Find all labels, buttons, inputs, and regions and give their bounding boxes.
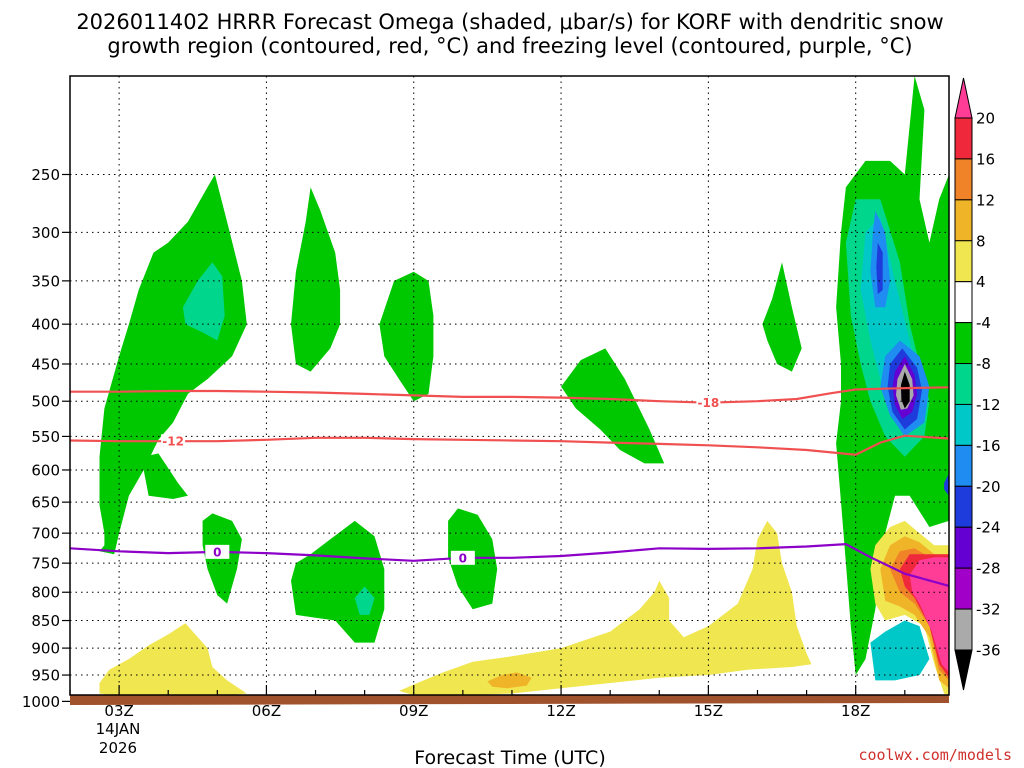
y-tick-label-700: 700 xyxy=(31,525,60,543)
colorbar-label-10: -24 xyxy=(976,519,1001,537)
colorbar-bottom-triangle xyxy=(954,649,973,691)
terrain xyxy=(70,695,949,706)
y-tick-label-850: 850 xyxy=(31,612,60,630)
colorbar: 20 16 12 8 4 -4 -8 -12 -16 -20 -24 -28 -32 -36 xyxy=(954,77,1001,691)
contour-label-0-1: 0 xyxy=(459,551,467,565)
omega-region-10 xyxy=(762,262,802,372)
omega-shading xyxy=(99,76,949,697)
contour-label-bg xyxy=(696,395,721,410)
x-axis: 03Z 06Z 09Z 12Z 15Z 18Z xyxy=(69,685,906,720)
colorbar-swatch-6 xyxy=(954,363,973,405)
y-tick-label-450: 450 xyxy=(31,355,60,373)
y-tick-label-950: 950 xyxy=(31,667,60,685)
omega-region-30 xyxy=(909,557,949,673)
contour-label-bg xyxy=(205,544,230,559)
contour-line-0 xyxy=(69,542,950,587)
omega-region-3 xyxy=(291,187,341,372)
colorbar-swatch-4 xyxy=(954,281,973,324)
x-tick-label-09Z: 09Z xyxy=(399,702,428,720)
colorbar-label-11: -28 xyxy=(976,560,1001,578)
omega-region-1 xyxy=(182,262,225,341)
omega-region-23 xyxy=(99,623,247,697)
omega-region-20 xyxy=(900,371,910,409)
colorbar-label-4: 4 xyxy=(976,273,986,291)
credit-text: coolwx.com/models xyxy=(858,746,1012,764)
omega-region-9 xyxy=(561,348,665,464)
omega-region-21 xyxy=(870,620,930,681)
contour-label-0-0: 0 xyxy=(213,545,221,559)
omega-region-24 xyxy=(399,520,812,696)
contour-label--12-0: -12 xyxy=(162,435,184,449)
contour-label-bg xyxy=(161,434,186,449)
omega-region-16 xyxy=(876,242,883,295)
contour-label-bg xyxy=(450,550,475,565)
omega-region-2 xyxy=(143,453,188,499)
y-tick-label-250: 250 xyxy=(31,166,60,184)
terrain-fill xyxy=(70,695,949,706)
y-tick-label-300: 300 xyxy=(31,224,60,242)
colorbar-swatch-11 xyxy=(954,567,973,610)
colorbar-swatch-1 xyxy=(954,158,973,201)
colorbar-swatch-7 xyxy=(954,403,973,446)
colorbar-top-triangle xyxy=(954,77,973,119)
x-tick-label-15Z: 15Z xyxy=(694,702,723,720)
y-axis: 250 300 350 400 450 500 550 600 650 700 750 800 850 9… xyxy=(22,166,70,711)
colorbar-label-2: 12 xyxy=(976,191,995,209)
omega-region-6 xyxy=(291,520,385,643)
y-tick-label-600: 600 xyxy=(31,461,60,479)
colorbar-label-7: -12 xyxy=(976,396,1001,414)
omega-region-7 xyxy=(354,586,375,615)
x-tick-label-06Z: 06Z xyxy=(252,702,281,720)
omega-region-25 xyxy=(487,672,532,689)
colorbar-swatch-2 xyxy=(954,199,973,242)
y-tick-label-550: 550 xyxy=(31,428,60,446)
colorbar-label-0: 20 xyxy=(976,110,995,128)
x-tick-label-03Z: 03Z xyxy=(104,702,133,720)
y-tick-label-350: 350 xyxy=(31,272,60,290)
y-tick-label-650: 650 xyxy=(31,494,60,512)
grid xyxy=(70,76,949,702)
colorbar-swatch-0 xyxy=(954,117,973,160)
y-tick-label-900: 900 xyxy=(31,640,60,658)
colorbar-label-12: -32 xyxy=(976,601,1001,619)
y-tick-label-1000: 1000 xyxy=(22,693,60,711)
y-tick-label-800: 800 xyxy=(31,584,60,602)
contour-label--18-0: -18 xyxy=(698,396,720,410)
colorbar-swatch-12 xyxy=(954,608,973,651)
x-tick-label-18Z: 18Z xyxy=(841,702,870,720)
colorbar-swatch-9 xyxy=(954,485,973,528)
omega-region-4 xyxy=(379,271,434,402)
colorbar-swatch-10 xyxy=(954,526,973,569)
y-tick-label-400: 400 xyxy=(31,316,60,334)
year-label: 2026 xyxy=(99,739,137,757)
colorbar-label-6: -8 xyxy=(976,355,991,373)
colorbar-label-9: -20 xyxy=(976,478,1001,496)
colorbar-swatch-3 xyxy=(954,240,973,283)
contour-line--12 xyxy=(69,434,950,456)
colorbar-swatch-5 xyxy=(954,322,973,365)
omega-region-22 xyxy=(944,473,949,496)
x-axis-title: Forecast Time (UTC) xyxy=(414,747,605,768)
x-tick-label-12Z: 12Z xyxy=(546,702,575,720)
chart-title: 2026011402 HRRR Forecast Omega (shaded, … xyxy=(76,10,943,58)
plot-frame xyxy=(69,75,950,696)
date-label: 14JAN xyxy=(96,720,141,738)
colorbar-label-13: -36 xyxy=(976,642,1001,660)
colorbar-label-5: -4 xyxy=(976,314,991,332)
contour-line--18 xyxy=(70,386,950,404)
colorbar-label-3: 8 xyxy=(976,232,986,250)
colorbar-label-1: 16 xyxy=(976,150,995,168)
y-tick-label-750: 750 xyxy=(31,555,60,573)
colorbar-label-8: -16 xyxy=(976,437,1001,455)
y-tick-label-500: 500 xyxy=(31,393,60,411)
colorbar-swatch-8 xyxy=(954,444,973,487)
title-line-1: 2026011402 HRRR Forecast Omega (shaded, … xyxy=(76,10,943,34)
contours: -18 -12 0 0 xyxy=(69,386,950,587)
title-line-2: growth region (contoured, red, °C) and f… xyxy=(107,34,912,58)
